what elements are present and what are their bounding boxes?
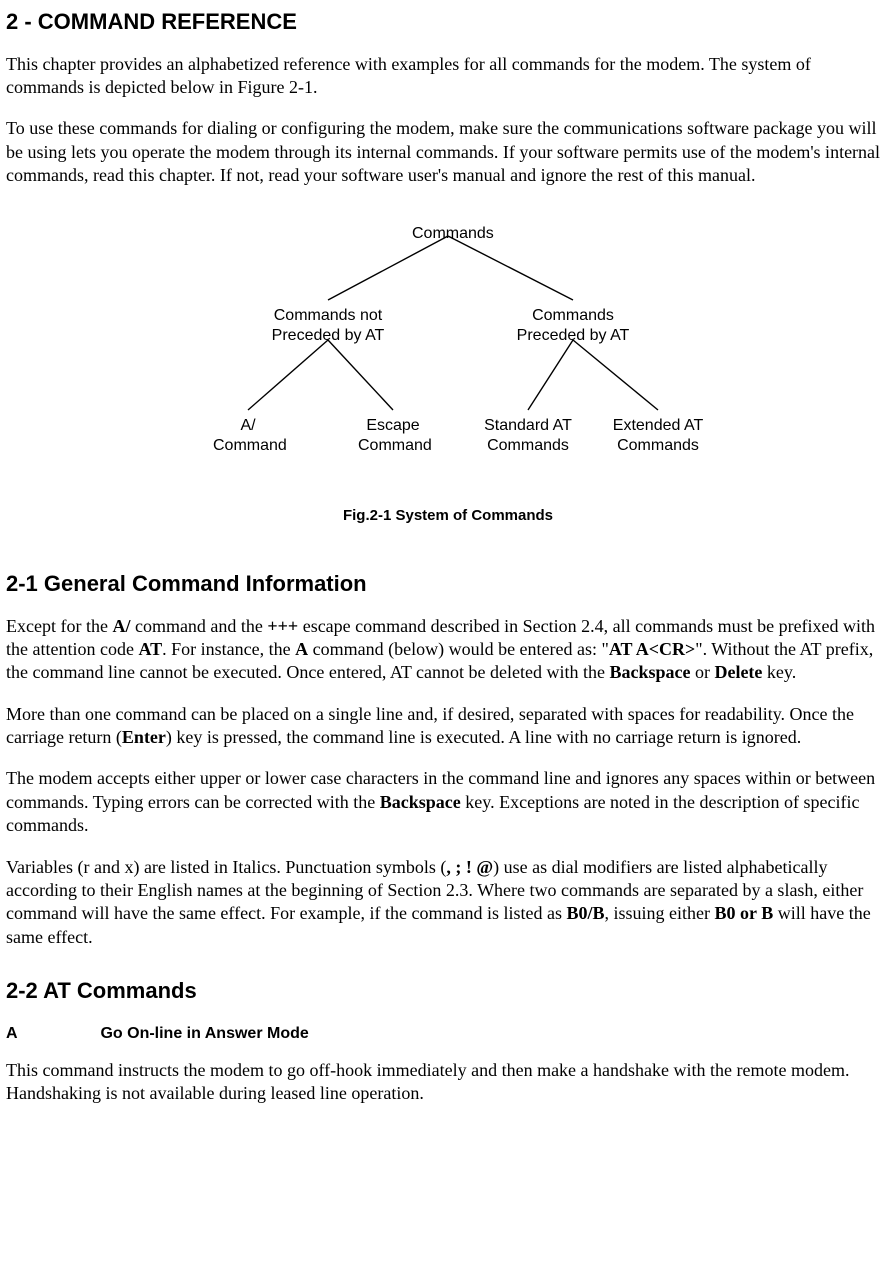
sec21-paragraph-3: The modem accepts either upper or lower … [6,767,890,837]
figure-node-ext: Extended AT Commands [609,416,708,456]
intro-paragraph-2: To use these commands for dialing or con… [6,117,890,187]
sec21-paragraph-2: More than one command can be placed on a… [6,703,890,750]
figure-node-std: Standard AT Commands [479,416,578,456]
sec21-paragraph-4: Variables (r and x) are listed in Italic… [6,856,890,950]
command-letter: A [6,1024,96,1045]
intro-paragraph-1: This chapter provides an alphabetized re… [6,53,890,100]
figure-node-aslash: A/ Command [213,416,283,456]
figure-2-1: Commands Commands not Preceded by AT Comma… [6,206,890,542]
sec21-paragraph-1: Except for the A/ command and the +++ es… [6,615,890,685]
figure-node-escape: Escape Command [358,416,428,456]
page-title: 2 - COMMAND REFERENCE [6,8,890,37]
section-2-2-heading: 2-2 AT Commands [6,977,890,1006]
section-2-1-heading: 2-1 General Command Information [6,570,890,599]
figure-node-root: Commands [412,224,484,244]
figure-node-not_at: Commands not Preceded by AT [265,306,391,346]
figure-node-by_at: Commands Preceded by AT [510,306,636,346]
figure-caption: Fig.2-1 System of Commands [188,506,708,526]
command-a-heading: A Go On-line in Answer Mode [6,1024,890,1045]
command-title: Go On-line in Answer Mode [100,1025,308,1042]
command-a-paragraph: This command instructs the modem to go o… [6,1059,890,1106]
